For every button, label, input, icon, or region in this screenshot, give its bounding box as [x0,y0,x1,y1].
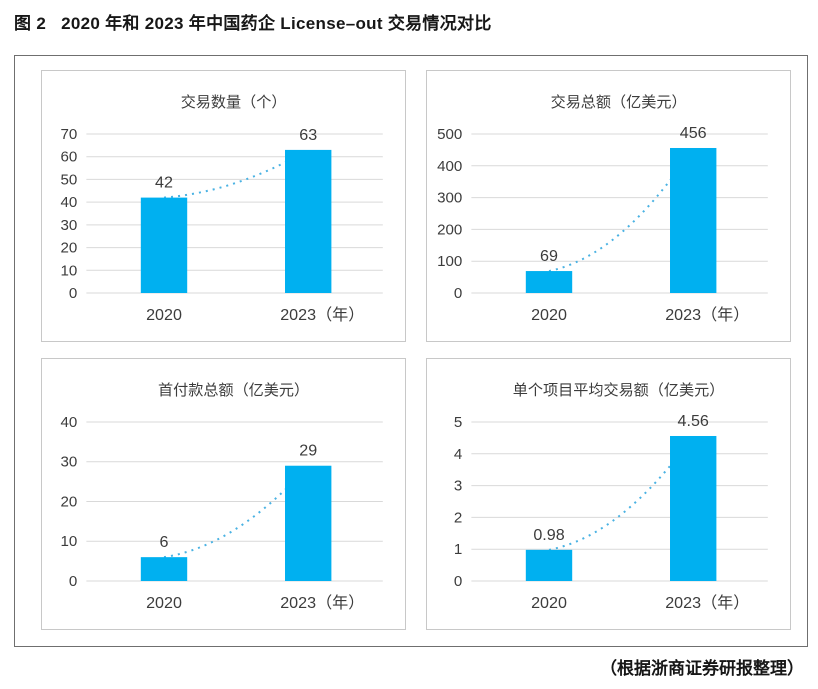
y-tick-label: 500 [437,126,462,143]
figure-title-text: 2020 年和 2023 年中国药企 License–out 交易情况对比 [61,14,492,33]
bar-chart-upfront-payments: 首付款总额（亿美元） 0 10 20 30 40 6 2020 29 2023（年） [60,382,383,612]
y-tick-label: 2 [454,509,462,526]
y-tick-label: 10 [60,533,77,550]
y-tick-label: 20 [60,494,77,511]
y-tick-label: 0 [69,573,77,590]
figure-title: 图 2 2020 年和 2023 年中国药企 License–out 交易情况对比 [14,13,808,35]
y-tick-label: 200 [437,221,462,238]
chart-panel-total-value: 交易总额（亿美元） 0 100 200 300 400 500 69 2020 456 2023（年… [426,70,791,342]
chart-panel-upfront-payments: 首付款总额（亿美元） 0 10 20 30 40 6 2020 29 2023（年） [41,358,406,630]
chart-title: 首付款总额（亿美元） [158,382,309,399]
charts-container: 交易数量（个） 0 10 20 30 40 50 60 70 42 2020 63 2023（年） 交易… [14,55,808,647]
bar-chart-total-value: 交易总额（亿美元） 0 100 200 300 400 500 69 2020 456 2023（年… [437,93,768,324]
bar-2020 [525,271,573,293]
value-label: 4.56 [678,412,709,430]
chart-title: 交易总额（亿美元） [551,93,687,111]
bar-2020 [525,549,573,581]
y-tick-label: 40 [60,194,77,211]
value-label: 0.98 [533,526,564,544]
y-tick-label: 4 [454,446,462,463]
value-label: 63 [299,126,317,144]
y-tick-label: 5 [454,414,462,431]
y-tick-label: 400 [437,158,462,175]
y-tick-label: 20 [60,240,77,257]
y-tick-label: 60 [60,149,77,166]
y-tick-label: 0 [454,285,462,302]
value-label: 6 [160,533,169,551]
y-tick-label: 50 [60,171,77,188]
y-tick-label: 100 [437,253,462,270]
y-tick-label: 30 [60,454,77,471]
chart-panel-deal-count: 交易数量（个） 0 10 20 30 40 50 60 70 42 2020 63 2023（年） [41,70,406,342]
y-tick-label: 3 [454,478,462,495]
y-tick-label: 300 [437,190,462,207]
x-tick-label: 2023（年） [665,306,749,324]
y-tick-label: 10 [60,262,77,279]
bar-2023 [670,147,717,293]
x-tick-label: 2020 [531,306,567,324]
y-tick-label: 30 [60,217,77,234]
bar-2023 [670,435,717,581]
x-tick-label: 2023（年） [280,594,364,612]
bar-2023 [285,149,332,293]
chart-panel-average-deal-value: 单个项目平均交易额（亿美元） 0 1 2 3 4 5 0.98 2020 4.56 2023（年） [426,358,791,630]
x-tick-label: 2020 [146,306,182,324]
x-tick-label: 2020 [531,594,567,612]
y-tick-label: 40 [60,414,77,431]
value-label: 42 [155,174,173,192]
x-tick-label: 2023（年） [665,594,749,612]
y-tick-label: 1 [454,541,462,558]
x-tick-label: 2020 [146,594,182,612]
chart-title: 单个项目平均交易额（亿美元） [513,381,725,399]
source-note: （根据浙商证券研报整理） [600,659,804,678]
bar-2020 [140,557,188,581]
y-tick-label: 70 [60,126,77,143]
bar-chart-average-deal-value: 单个项目平均交易额（亿美元） 0 1 2 3 4 5 0.98 2020 4.56 2023（年） [454,381,768,612]
y-tick-label: 0 [69,285,77,302]
x-tick-label: 2023（年） [280,306,364,324]
value-label: 29 [299,442,317,460]
bar-chart-deal-count: 交易数量（个） 0 10 20 30 40 50 60 70 42 2020 63 2023（年） [60,93,383,324]
value-label: 69 [540,247,558,265]
bar-2023 [285,465,332,581]
y-tick-label: 0 [454,573,462,590]
bar-2020 [140,197,188,293]
figure-label: 图 2 [14,14,47,33]
chart-title: 交易数量（个） [181,93,287,111]
value-label: 456 [680,124,707,142]
